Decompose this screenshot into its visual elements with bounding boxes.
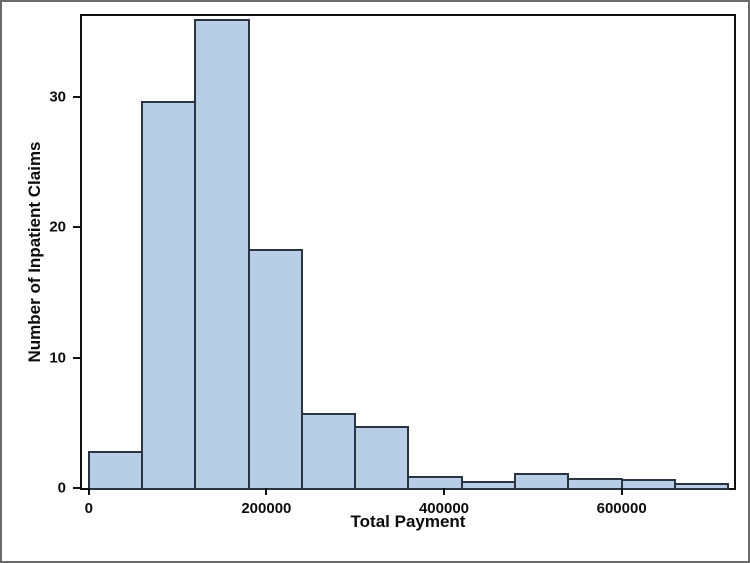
y-axis-tick: [73, 487, 80, 489]
histogram-bar: [194, 19, 250, 490]
histogram-bar: [87, 450, 144, 490]
x-axis-tick: [265, 488, 268, 495]
y-axis-tick-label: 10: [49, 349, 66, 367]
y-axis-tick-label: 20: [49, 218, 66, 236]
histogram-bar: [247, 248, 303, 490]
y-axis-tick-label: 30: [49, 88, 66, 106]
histogram-bar: [514, 472, 570, 490]
x-axis-tick-label: 200000: [241, 500, 292, 517]
histogram-bar: [567, 477, 623, 490]
x-axis-tick-label: 600000: [596, 500, 647, 517]
histogram-bar: [141, 101, 197, 490]
histogram-bar: [354, 426, 410, 490]
y-axis-tick: [73, 95, 80, 98]
y-axis-tick: [73, 226, 80, 229]
histogram-bar: [673, 483, 730, 490]
y-axis-tick-label: 0: [57, 479, 66, 497]
y-axis-tick: [73, 356, 80, 359]
x-axis-tick-label: 400000: [418, 500, 470, 517]
histogram-bar: [300, 412, 357, 490]
x-axis-tick: [87, 488, 90, 495]
y-axis-title: Number of Inpatient Claims: [25, 141, 44, 363]
histogram-bar: [407, 475, 463, 490]
x-axis-tick-label: 0: [84, 500, 93, 517]
histogram-bar: [620, 479, 676, 490]
histogram-bar: [460, 480, 517, 490]
x-axis-tick: [443, 488, 445, 495]
x-axis-title: Total Payment: [350, 512, 466, 531]
x-axis-tick: [620, 488, 623, 495]
